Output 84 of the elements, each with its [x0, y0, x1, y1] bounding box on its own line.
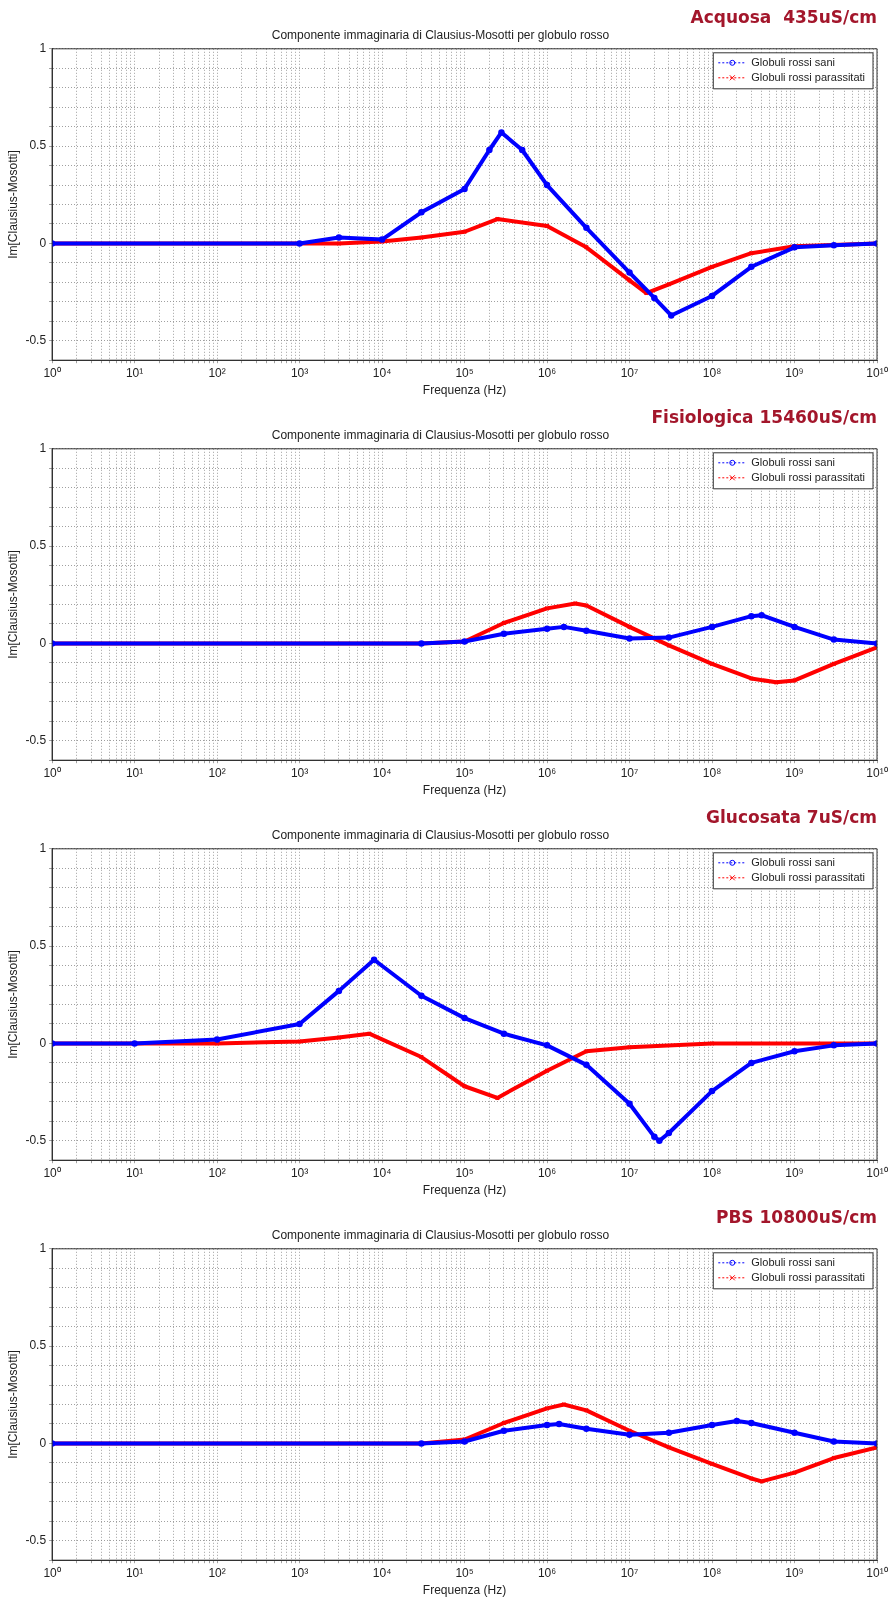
- x-tick-label: 10¹⁰: [866, 765, 888, 780]
- x-tick-label: 10⁴: [372, 765, 392, 780]
- legend-label: Globuli rossi parassitati: [751, 470, 866, 483]
- y-axis-title: Im[Clausius-Mosotti]: [5, 950, 20, 1059]
- chart-title: Fisiologica 15460uS/cm: [651, 406, 877, 427]
- chart-subtitle: Componente immaginaria di Clausius-Mosotti per globulo rosso: [271, 427, 610, 442]
- x-tick-label: 10⁶: [537, 365, 557, 380]
- y-tick-label: 1: [39, 1241, 47, 1256]
- chart-subtitle: Componente immaginaria di Clausius-Mosotti per globulo rosso: [271, 827, 610, 842]
- legend-label: Globuli rossi sani: [751, 1255, 836, 1268]
- x-tick-label: 10²: [208, 765, 226, 780]
- x-tick-label: 10²: [208, 365, 226, 380]
- x-tick-label: 10¹: [125, 365, 144, 380]
- x-tick-label: 10³: [290, 1565, 309, 1580]
- x-tick-label: 10²: [208, 1165, 226, 1180]
- x-tick-label: 10¹: [125, 1565, 144, 1580]
- x-tick-label: 10⁰: [43, 765, 61, 780]
- x-tick-label: 10⁰: [43, 1165, 61, 1180]
- chart-title: PBS 10800uS/cm: [715, 1206, 877, 1227]
- y-tick-label: 0.5: [29, 538, 47, 553]
- chart-subtitle: Componente immaginaria di Clausius-Mosotti per globulo rosso: [271, 1227, 610, 1242]
- y-tick-label: 0: [39, 635, 47, 650]
- x-tick-label: 10⁵: [455, 765, 474, 780]
- x-tick-label: 10⁴: [372, 1565, 392, 1580]
- y-tick-label: 1: [39, 841, 47, 856]
- x-tick-label: 10⁵: [455, 1165, 474, 1180]
- x-tick-label: 10⁶: [537, 1565, 557, 1580]
- y-tick-label: -0.5: [25, 1533, 47, 1548]
- legend-label: Globuli rossi parassitati: [751, 870, 866, 883]
- y-tick-label: 0.5: [29, 1338, 47, 1353]
- x-tick-label: 10⁸: [702, 765, 722, 780]
- y-tick-label: 0.5: [29, 138, 47, 153]
- y-tick-label: 1: [39, 441, 47, 456]
- x-tick-label: 10¹⁰: [866, 1565, 888, 1580]
- x-tick-label: 10⁵: [455, 1565, 474, 1580]
- x-tick-label: 10⁹: [785, 1165, 804, 1180]
- y-tick-label: -0.5: [25, 333, 47, 348]
- x-tick-label: 10³: [290, 365, 309, 380]
- x-tick-label: 10⁷: [620, 765, 639, 780]
- y-axis-title: Im[Clausius-Mosotti]: [5, 1350, 20, 1459]
- x-axis-title: Frequenza (Hz): [422, 1583, 507, 1598]
- y-axis-title: Im[Clausius-Mosotti]: [5, 550, 20, 659]
- x-tick-label: 10⁹: [785, 765, 804, 780]
- x-tick-label: 10⁷: [620, 1565, 639, 1580]
- y-tick-label: 1: [39, 41, 47, 56]
- x-tick-label: 10⁷: [620, 1165, 639, 1180]
- chart-title: Acquosa 435uS/cm: [690, 6, 877, 27]
- legend-label: Globuli rossi sani: [751, 55, 836, 68]
- legend-label: Globuli rossi parassitati: [751, 1270, 866, 1283]
- x-tick-label: 10⁰: [43, 365, 61, 380]
- x-tick-label: 10⁸: [702, 1165, 722, 1180]
- x-tick-label: 10⁴: [372, 365, 392, 380]
- y-tick-label: -0.5: [25, 733, 47, 748]
- x-tick-label: 10⁶: [537, 1165, 557, 1180]
- x-tick-label: 10²: [208, 1565, 226, 1580]
- x-tick-label: 10³: [290, 765, 309, 780]
- x-tick-label: 10⁹: [785, 365, 804, 380]
- x-tick-label: 10⁸: [702, 365, 722, 380]
- x-tick-label: 10¹⁰: [866, 1165, 888, 1180]
- legend-label: Globuli rossi sani: [751, 455, 836, 468]
- x-tick-label: 10¹: [125, 765, 144, 780]
- y-tick-label: 0: [39, 1435, 47, 1450]
- y-tick-label: 0.5: [29, 938, 47, 953]
- x-tick-label: 10⁷: [620, 365, 639, 380]
- y-tick-label: 0: [39, 235, 47, 250]
- legend-label: Globuli rossi sani: [751, 855, 836, 868]
- x-tick-label: 10⁶: [537, 765, 557, 780]
- x-tick-label: 10¹: [125, 1165, 144, 1180]
- y-tick-label: 0: [39, 1035, 47, 1050]
- x-tick-label: 10¹⁰: [866, 365, 888, 380]
- x-axis-title: Frequenza (Hz): [422, 1183, 507, 1198]
- chart-title: Glucosata 7uS/cm: [706, 806, 877, 827]
- x-tick-label: 10⁸: [702, 1565, 722, 1580]
- y-axis-title: Im[Clausius-Mosotti]: [5, 150, 20, 259]
- x-tick-label: 10⁹: [785, 1565, 804, 1580]
- x-tick-label: 10³: [290, 1165, 309, 1180]
- y-tick-label: -0.5: [25, 1133, 47, 1148]
- x-axis-title: Frequenza (Hz): [422, 383, 507, 398]
- chart-subtitle: Componente immaginaria di Clausius-Mosotti per globulo rosso: [271, 27, 610, 42]
- x-tick-label: 10⁴: [372, 1165, 392, 1180]
- x-tick-label: 10⁰: [43, 1565, 61, 1580]
- legend-label: Globuli rossi parassitati: [751, 70, 866, 83]
- x-axis-title: Frequenza (Hz): [422, 783, 507, 798]
- x-tick-label: 10⁵: [455, 365, 474, 380]
